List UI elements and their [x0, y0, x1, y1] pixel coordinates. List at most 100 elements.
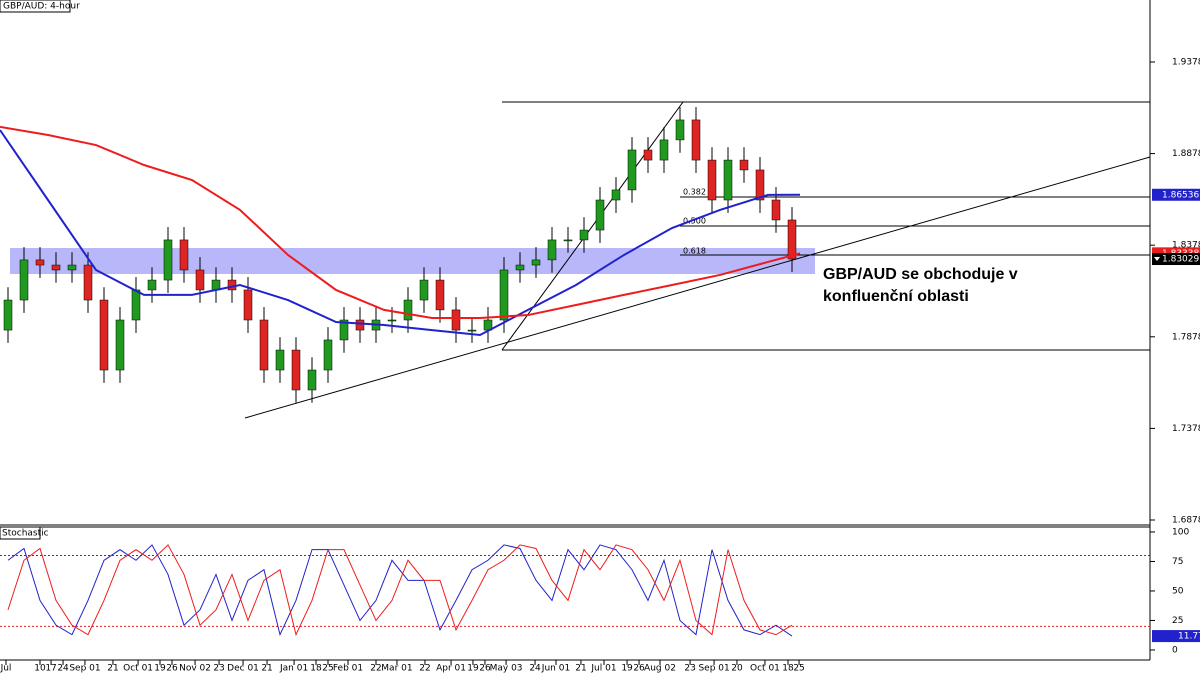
x-tick-label: 19 [621, 664, 633, 674]
candle-body [19, 259, 29, 301]
y-tick-label: 50 [1172, 586, 1184, 596]
candle-body [227, 279, 237, 291]
x-tick-label: 24 [529, 664, 541, 674]
line [7, 544, 793, 637]
candle-body [707, 159, 717, 201]
x-tick-label: Mar 01 [381, 664, 412, 674]
x-tick-label: 19 [467, 664, 479, 674]
line [0, 129, 801, 337]
title-box [0, 0, 71, 13]
candle-body [291, 349, 301, 391]
x-tick-label: Jun 01 [541, 664, 570, 674]
candle-body [739, 159, 749, 171]
candle-body [467, 329, 477, 332]
x-tick-label: 22 [419, 664, 430, 674]
x-tick-label: 25 [793, 664, 804, 674]
y-tick-label: 25 [1172, 616, 1183, 626]
candle-body [675, 119, 685, 141]
x-tick-label: 24 [57, 664, 69, 674]
trend-line [244, 156, 1151, 419]
candle-body [163, 239, 173, 281]
x-tick-label: 18 [782, 664, 794, 674]
x-tick-label: 26 [166, 664, 178, 674]
candle-body [787, 219, 797, 260]
candle-body [51, 264, 61, 271]
candle-body [147, 279, 157, 291]
candle-body [35, 259, 45, 266]
y-tick-label: 1.83783 [1172, 241, 1200, 251]
fib-label: 0.382 [683, 188, 706, 197]
candle-body [387, 319, 397, 322]
candle-body [771, 199, 781, 221]
confluence-zone [10, 248, 815, 274]
y-tick-label: 100 [1172, 527, 1189, 537]
x-tick-label: 19 [154, 664, 166, 674]
x-tick-label: 21 [107, 664, 118, 674]
y-tick-label: 1.73783 [1172, 424, 1200, 434]
title-box [0, 526, 41, 540]
x-tick-label: 21 [575, 664, 586, 674]
candle-body [611, 189, 621, 201]
y-tick-label: 1.93783 [1172, 57, 1200, 67]
y-tick-label: 1.88783 [1172, 149, 1200, 159]
x-tick-label: Feb 01 [333, 664, 363, 674]
value-marker [1152, 630, 1200, 643]
y-tick-label: 0 [1172, 645, 1178, 655]
candle-body [323, 339, 333, 371]
x-tick-label: Apr 01 [436, 664, 466, 674]
fib-label: 0.500 [683, 217, 706, 226]
candle-body [131, 289, 141, 321]
candle-body [531, 259, 541, 266]
candle-body [595, 199, 605, 231]
candle-body [339, 319, 349, 341]
candle-body [451, 309, 461, 331]
candle-body [755, 169, 765, 201]
marker-arrow [1154, 257, 1160, 262]
candle-body [3, 299, 13, 331]
x-tick-label: Sep 01 [69, 664, 100, 674]
candle-body [67, 264, 77, 271]
candle-body [723, 159, 733, 201]
x-tick-label: Oct 01 [123, 664, 153, 674]
pane-title: Stochastic [2, 529, 49, 539]
price-marker [1152, 253, 1200, 266]
candle-body [627, 149, 637, 191]
x-tick-label: Jan 01 [279, 664, 308, 674]
x-tick-label: 20 [731, 664, 743, 674]
candle-body [691, 119, 701, 161]
candle-body [99, 299, 109, 371]
candle-body [643, 149, 653, 161]
x-tick-label: 17 [45, 664, 56, 674]
fib-label: 0.618 [683, 247, 706, 256]
y-tick-label: 1.78783 [1172, 332, 1200, 342]
x-tick-label: Aug 02 [644, 664, 676, 674]
candle-body [419, 279, 429, 301]
x-tick-label: Jul [0, 664, 11, 674]
x-tick-label: Sep 01 [698, 664, 729, 674]
candle-body [179, 239, 189, 271]
x-tick-label: 21 [261, 664, 272, 674]
x-tick-label: 22 [370, 664, 381, 674]
candle-body [499, 269, 509, 321]
chart-title: GBP/AUD: 4-hour [3, 2, 80, 12]
candle-body [563, 239, 573, 242]
x-tick-label: 10 [34, 664, 46, 674]
candle-body [435, 279, 445, 311]
x-tick-label: Dec 01 [227, 664, 259, 674]
candle-body [83, 264, 93, 301]
price-marker-label: 1.83029 [1162, 255, 1199, 265]
candle-body [403, 299, 413, 321]
candle-body [659, 139, 669, 161]
line [7, 544, 793, 637]
price-marker [1152, 188, 1200, 201]
candle-body [195, 269, 205, 291]
candle-body [307, 369, 317, 391]
value-marker-label: 11.77 [1178, 632, 1200, 642]
candle-body [115, 319, 125, 371]
x-tick-label: May 03 [490, 664, 523, 674]
x-tick-label: 23 [213, 664, 224, 674]
annotation: GBP/AUD se obchoduje v [823, 266, 1018, 283]
x-tick-label: 26 [479, 664, 491, 674]
